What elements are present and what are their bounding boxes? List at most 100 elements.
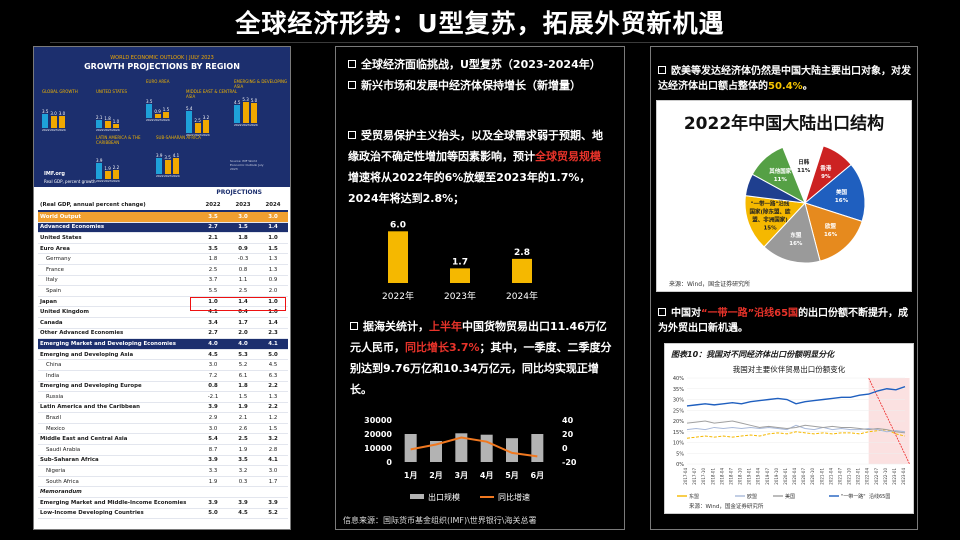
pie-slice-label: 15% <box>763 226 777 232</box>
row-2024: 1.3 <box>268 393 278 400</box>
row-2023: 6.1 <box>238 372 248 379</box>
row-2022: 7.2 <box>208 372 218 379</box>
imf-header-big: GROWTH PROJECTIONS BY REGION <box>84 62 240 71</box>
imf-year-label: 2023 <box>164 174 172 178</box>
legend-label: "一带一路" <box>841 493 866 500</box>
row-2024: 1.0 <box>268 309 278 316</box>
row-2024: 2.0 <box>268 287 278 294</box>
trade-growth-category-label: 2024年 <box>506 290 538 302</box>
highlight-belt-road: “一带一路”沿线65国 <box>701 308 799 319</box>
export-share-line-chart: 40% 35% 30% 25% 20% 15% 10% 5% 0%2017-04 2017-07 2… <box>673 376 910 500</box>
row-name: China <box>46 362 62 369</box>
table-row: South Africa 1.9 0.3 1.7 <box>38 477 288 488</box>
row-2023: 1.9 <box>238 446 248 453</box>
row-2023: 0.8 <box>238 266 248 273</box>
row-2024: 1.3 <box>268 266 278 273</box>
imf-year-label: 2023 <box>50 128 58 132</box>
imf-block: GLOBAL GROWTH 3.5 3.0 3.0 2022 2023 2024 <box>42 89 98 132</box>
table-row: Germany 1.8 -0.3 1.3 <box>38 254 288 265</box>
row-2022: 3.9 <box>208 404 218 411</box>
combo-left-tick: 30000 <box>364 416 392 425</box>
imf-bar-value: 1.0 <box>112 119 120 124</box>
line-y-tick: 10% <box>673 441 684 447</box>
imf-year-label: 2024 <box>58 128 66 132</box>
pie-slice-label: 香港 <box>820 164 832 172</box>
pie-slice-label: 9% <box>821 174 831 180</box>
table-row: Middle East and Central Asia 5.4 2.5 3.2 <box>38 434 288 446</box>
row-2023: 1.1 <box>238 277 248 284</box>
row-name: World Output <box>40 213 81 220</box>
row-2023: 2.6 <box>238 425 248 432</box>
imf-block-label: EURO AREA <box>146 79 170 84</box>
row-name: Low-Income Developing Countries <box>40 510 144 517</box>
imf-bar: 3.2 <box>203 115 209 133</box>
row-2023: 3.2 <box>238 468 248 475</box>
combo-left-tick: 10000 <box>364 444 392 453</box>
line-x-tick: 2017-07 <box>692 468 697 485</box>
combo-month-label: 4月 <box>480 471 494 480</box>
row-2022: 3.9 <box>208 457 218 464</box>
imf-note: Real GDP, percent growth <box>44 179 96 184</box>
line-chart-title: 图表10：我国对不同经济体出口份额明显分化 <box>671 350 835 359</box>
bullet-text: ；其中，一季度、二季度分别达到9.76万亿和10.34万亿元，同比均实现正增长。 <box>350 341 612 396</box>
row-name: Advanced Economies <box>40 224 105 231</box>
imf-bar-value: 4.1 <box>172 152 180 158</box>
imf-bar: 3.5 <box>42 109 48 128</box>
table-body: World Output 3.5 3.0 3.0 Advanced Economies 2… <box>38 212 288 520</box>
row-2024: 1.3 <box>268 256 278 263</box>
line-y-tick: 0% <box>676 462 684 468</box>
row-2024: 1.5 <box>268 425 278 432</box>
export-structure-pie-chart: 日韩 11% 香港 9% 美国 16% 欧盟 16% 东盟 16% "一带一路"沿线国家(除东盟、欧… <box>744 142 866 264</box>
imf-bar-value: 1.9 <box>104 166 111 172</box>
trade-outlook-panel <box>335 46 625 530</box>
imf-bar: 0.9 <box>154 109 161 118</box>
line-x-tick: 2021-04 <box>828 468 833 485</box>
bullet-square-icon <box>350 322 358 330</box>
line-x-tick: 2021-01 <box>819 468 824 485</box>
row-2024: 1.0 <box>268 298 278 305</box>
row-name: Nigeria <box>46 468 66 475</box>
row-name: Japan <box>40 298 57 305</box>
imf-block-bars: 3.9 3.5 4.1 <box>156 144 212 174</box>
table-row: Emerging and Developing Asia 4.5 5.3 5.0 <box>38 350 288 361</box>
imf-block-bars: 2.1 1.8 1.0 <box>96 98 152 128</box>
imf-block-bars: 3.9 1.9 2.2 <box>96 149 152 179</box>
row-2023: 4.5 <box>238 510 248 517</box>
row-name: Mexico <box>46 425 65 432</box>
row-2023: 0.3 <box>238 478 248 485</box>
combo-growth-line <box>410 436 538 458</box>
row-2022: 1.8 <box>208 256 218 263</box>
projections-table: PROJECTIONS (Real GDP, annual percent ch… <box>38 189 288 520</box>
row-name: Sub-Saharan Africa <box>40 457 99 464</box>
line-y-tick: 5% <box>676 451 684 457</box>
row-2023: 1.5 <box>238 224 248 231</box>
table-row: Brazil 2.9 2.1 1.2 <box>38 413 288 424</box>
row-name: Brazil <box>46 415 62 422</box>
imf-bar: 1.9 <box>104 166 111 179</box>
bullet-text: 据海关统计， <box>363 320 429 333</box>
legend-label: 欧盟 <box>747 493 757 500</box>
row-name: Saudi Arabia <box>46 446 81 453</box>
imf-bar: 2.1 <box>96 115 102 128</box>
table-row: Nigeria 3.3 3.2 3.0 <box>38 466 288 477</box>
legend-export-swatch <box>410 494 424 499</box>
combo-export-bar <box>430 441 442 462</box>
row-2023: 1.8 <box>238 234 248 241</box>
combo-export-bar <box>455 433 468 462</box>
line-x-tick: 2023-04 <box>901 468 906 485</box>
row-2022: 3.4 <box>208 319 218 326</box>
imf-bar-value: 3.5 <box>164 155 171 160</box>
line-x-tick: 2020-04 <box>792 468 797 485</box>
header-2023: 2023 <box>235 202 251 208</box>
line-y-tick: 20% <box>673 419 684 425</box>
pie-slice-label: 16% <box>789 241 803 247</box>
row-2024: 3.2 <box>268 436 278 443</box>
combo-month-label: 3月 <box>455 471 469 480</box>
imf-bar: 1.8 <box>104 116 111 128</box>
row-2023: 1.5 <box>238 393 248 400</box>
row-2024: 2.8 <box>268 446 278 453</box>
imf-block: UNITED STATES 2.1 1.8 1.0 2022 2023 2024 <box>96 89 152 132</box>
imf-year-label: 2023 <box>242 123 250 127</box>
line-x-tick: 2019-01 <box>747 468 752 485</box>
table-row: Canada 3.4 1.7 1.4 <box>38 318 288 329</box>
